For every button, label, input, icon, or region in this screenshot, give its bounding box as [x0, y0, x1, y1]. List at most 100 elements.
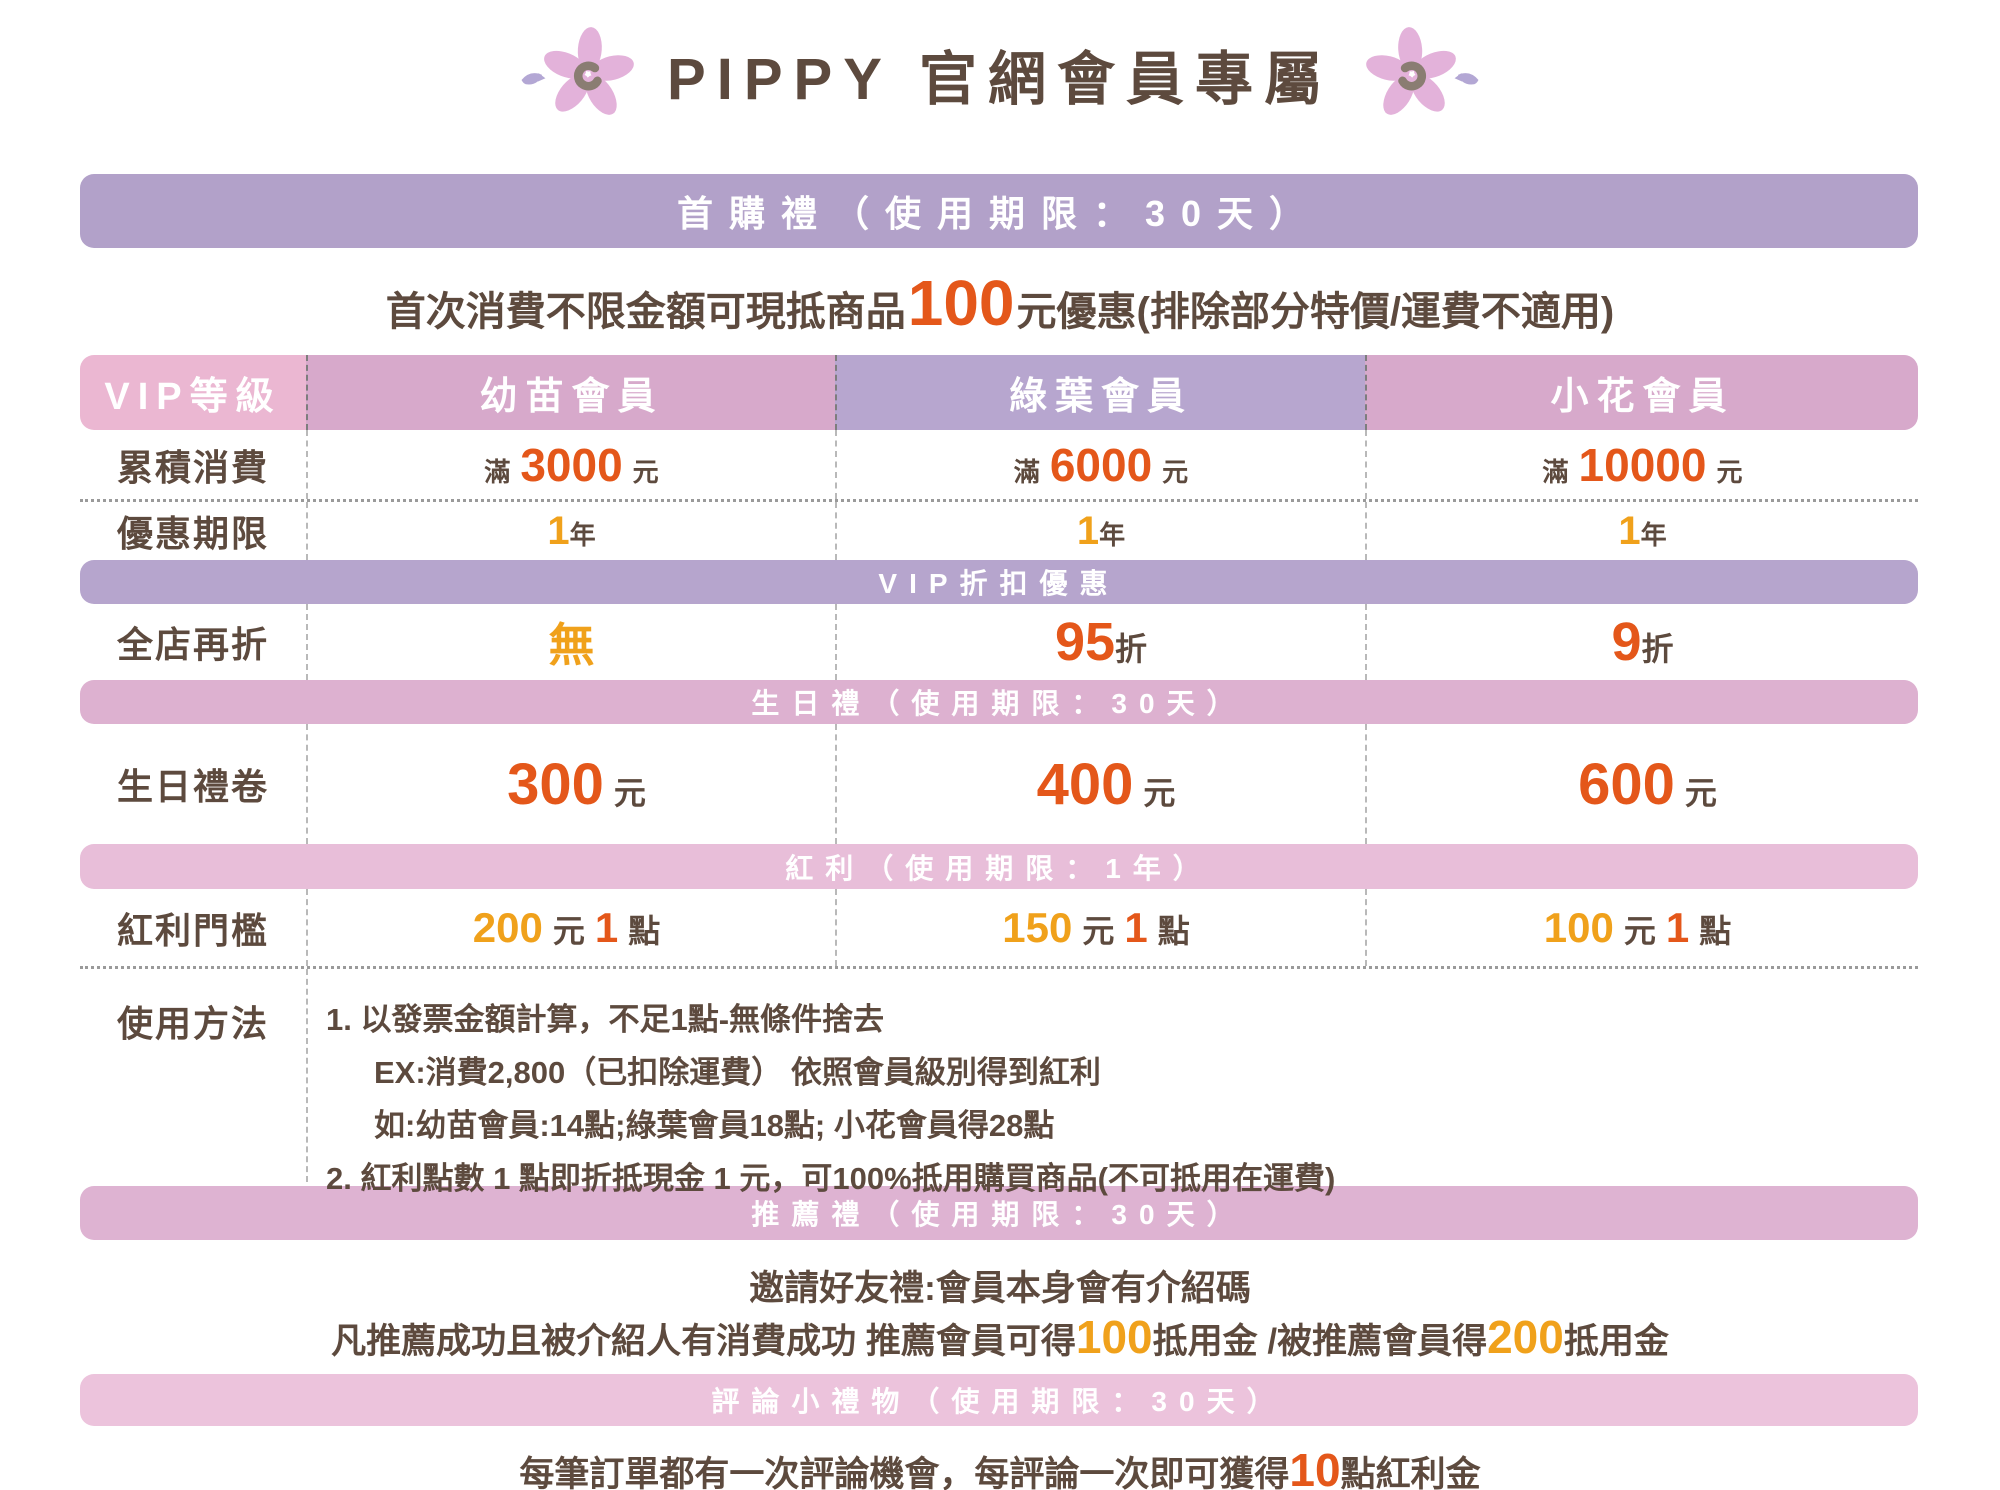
birthday-unit: 元	[1143, 774, 1176, 811]
review-prefix: 每筆訂單都有一次評論機會，每評論一次即可獲得	[519, 1455, 1290, 1490]
referral-rule-line: 凡推薦成功且被介紹人有消費成功 推薦會員可得 100 抵用金 /被推薦會員得 2…	[0, 1310, 2000, 1363]
bonus-cell-flower: 100 元 1 點	[1365, 889, 1918, 966]
usage-instructions: 1. 以發票金額計算，不足1點-無條件捨去 EX:消費2,800（已扣除運費） …	[306, 969, 1918, 1196]
row-label-cell: 使用方法	[80, 969, 306, 1182]
row-label: 累積消費	[116, 446, 269, 488]
spend-amount: 3000	[520, 438, 623, 491]
bonus-amount: 150	[1002, 903, 1073, 951]
spend-amount: 10000	[1578, 438, 1707, 491]
usage-line-3: 如:幼苗會員:14點;綠葉會員18點; 小花會員得28點	[374, 1108, 1055, 1143]
usage-line-1: 1. 以發票金額計算，不足1點-無條件捨去	[326, 1002, 885, 1037]
header-tier-seedling: 幼苗會員	[306, 355, 835, 430]
review-reward-line: 每筆訂單都有一次評論機會，每評論一次即可獲得 10 點紅利金	[0, 1443, 2000, 1490]
discount-value: 無	[548, 619, 595, 671]
header-tier-greenleaf: 綠葉會員	[835, 355, 1365, 430]
bonus-points: 1	[1124, 903, 1148, 951]
bonus-cell-greenleaf: 150 元 1 點	[835, 889, 1365, 966]
birthday-gift-banner: 生日禮（使用期限：30天）	[80, 680, 1918, 724]
bonus-unit: 元	[1082, 912, 1115, 949]
bonus-cell-seedling: 200 元 1 點	[306, 889, 835, 966]
bonus-points-unit: 點	[1157, 912, 1190, 949]
bonus-points: 1	[1665, 903, 1690, 951]
sakura-flower-icon	[521, 27, 634, 115]
row-label: 生日禮卷	[116, 766, 269, 807]
bonus-points-unit: 點	[1699, 912, 1732, 949]
birthday-table: 生日禮卷 300 元 400 元 600 元	[80, 724, 1918, 844]
period-cell-flower: 1 年	[1365, 502, 1918, 560]
discount-unit: 折	[1115, 631, 1148, 667]
discount-value: 9	[1611, 612, 1642, 672]
row-label-cell: 累積消費	[80, 430, 306, 499]
usage-line-4: 2. 紅利點數 1 點即折抵現金 1 元，可100%抵用購買商品(不可抵用在運費…	[326, 1161, 1336, 1196]
referral-gift-banner: 推薦禮（使用期限：30天）	[80, 1186, 1918, 1240]
spend-unit: 元	[1716, 456, 1743, 487]
table-header-row: VIP等級 幼苗會員 綠葉會員 小花會員	[80, 355, 1918, 430]
discount-cell-flower: 9 折	[1365, 604, 1918, 680]
birthday-cell-flower: 600 元	[1365, 724, 1918, 844]
bonus-points: 1	[594, 903, 619, 951]
desc-prefix: 首次消費不限金額可現抵商品	[385, 290, 906, 334]
usage-line-2: EX:消費2,800（已扣除運費） 依照會員級別得到紅利	[374, 1055, 1101, 1090]
period-value: 1	[547, 508, 570, 553]
row-label: 優惠期限	[116, 513, 269, 554]
discount-unit: 折	[1641, 631, 1674, 667]
discount-cell-greenleaf: 95 折	[835, 604, 1365, 680]
vip-discount-table: 全店再折 無 95 折 9 折	[80, 604, 1918, 680]
desc-suffix: 元優惠(排除部分特價/運費不適用)	[1016, 290, 1615, 334]
period-unit: 年	[1099, 519, 1126, 550]
sakura-flower-icon	[1366, 27, 1479, 115]
rule-suffix: 抵用金	[1563, 1322, 1669, 1361]
bonus-unit: 元	[552, 912, 585, 949]
spend-prefix: 滿	[1013, 456, 1040, 487]
row-birthday-voucher: 生日禮卷 300 元 400 元 600 元	[80, 724, 1918, 844]
header-vip-level: VIP等級	[80, 355, 306, 430]
review-suffix: 點紅利金	[1340, 1455, 1481, 1490]
discount-cell-seedling: 無	[306, 604, 835, 680]
birthday-amount: 400	[1036, 751, 1134, 817]
spend-prefix: 滿	[484, 456, 511, 487]
row-label-cell: 優惠期限	[80, 502, 306, 560]
page-title: PIPPY 官網會員專屬	[667, 47, 1333, 112]
row-label: 使用方法	[116, 1003, 269, 1044]
birthday-cell-seedling: 300 元	[306, 724, 835, 844]
rule-prefix: 凡推薦成功且被介紹人有消費成功 推薦會員可得	[331, 1322, 1076, 1361]
birthday-unit: 元	[613, 774, 646, 811]
birthday-unit: 元	[1684, 774, 1717, 811]
row-label-cell: 全店再折	[80, 604, 306, 680]
spend-unit: 元	[1162, 456, 1189, 487]
row-usage-method: 使用方法 1. 以發票金額計算，不足1點-無條件捨去 EX:消費2,800（已扣…	[80, 966, 1918, 1196]
rule-amount-referred: 200	[1487, 1311, 1564, 1363]
spend-cell-flower: 滿 10000 元	[1365, 430, 1918, 499]
row-label: 紅利門檻	[116, 909, 269, 951]
period-value: 1	[1076, 508, 1100, 553]
rule-amount-referrer: 100	[1075, 1311, 1153, 1363]
period-cell-seedling: 1 年	[306, 502, 835, 560]
bonus-table: 紅利門檻 200 元 1 點 150 元 1 點	[80, 889, 1918, 1196]
period-cell-greenleaf: 1 年	[835, 502, 1365, 560]
referral-invite-line: 邀請好友禮:會員本身會有介紹碼	[0, 1260, 2000, 1310]
row-store-discount: 全店再折 無 95 折 9 折	[80, 604, 1918, 680]
invite-text: 邀請好友禮:會員本身會有介紹碼	[749, 1269, 1251, 1308]
row-cumulative-spend: 累積消費 滿 3000 元 滿 6000 元 滿 10000	[80, 430, 1918, 499]
row-bonus-threshold: 紅利門檻 200 元 1 點 150 元 1 點	[80, 889, 1918, 966]
spend-cell-seedling: 滿 3000 元	[306, 430, 835, 499]
bonus-points-banner: 紅利（使用期限：1年）	[80, 844, 1918, 889]
spend-unit: 元	[632, 456, 659, 487]
vip-discount-banner: VIP折扣優惠	[80, 560, 1918, 604]
desc-amount: 100	[907, 267, 1015, 339]
bonus-points-unit: 點	[628, 912, 661, 949]
period-unit: 年	[1640, 519, 1667, 550]
bonus-unit: 元	[1623, 912, 1656, 949]
row-label: 全店再折	[116, 624, 269, 665]
discount-value: 95	[1054, 612, 1116, 672]
vip-benefits-table: VIP等級 幼苗會員 綠葉會員 小花會員 累積消費 滿 3000 元 滿 600…	[80, 355, 1918, 560]
first-purchase-banner: 首購禮（使用期限：30天）	[80, 174, 1918, 248]
birthday-cell-greenleaf: 400 元	[835, 724, 1365, 844]
bonus-amount: 100	[1543, 903, 1614, 951]
review-gift-banner: 評論小禮物（使用期限：30天）	[80, 1374, 1918, 1426]
title-row: PIPPY 官網會員專屬	[0, 26, 2000, 122]
row-label-cell: 紅利門檻	[80, 889, 306, 966]
spend-amount: 6000	[1049, 438, 1153, 491]
spend-prefix: 滿	[1542, 456, 1569, 487]
